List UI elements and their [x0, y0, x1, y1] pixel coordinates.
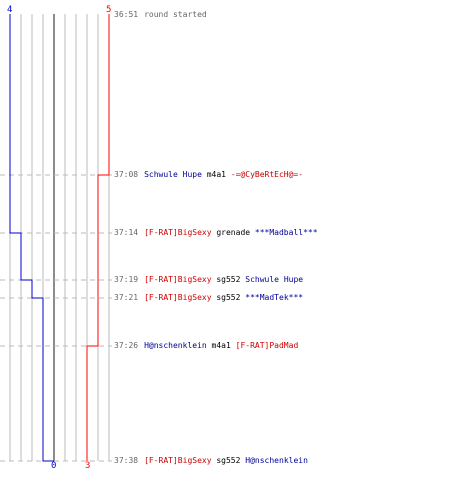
red-end-count: 3 [85, 461, 90, 471]
weapon-name: grenade [216, 228, 251, 237]
event-row: 37:26 H@nschenklein m4a1 [F-RAT]PadMad [114, 340, 298, 352]
red-start-count: 5 [106, 5, 111, 15]
event-time: 37:19 [114, 275, 139, 284]
blue-start-count: 4 [7, 5, 12, 15]
killer-name: [F-RAT]BigSexy [144, 456, 212, 465]
weapon-name: sg552 [216, 293, 241, 302]
victim-name: [F-RAT]PadMad [235, 341, 299, 350]
victim-name: -=@CyBeRtEcH@=- [230, 170, 304, 179]
event-row: 37:14 [F-RAT]BigSexy grenade ***Madball**… [114, 227, 318, 239]
weapon-name: m4a1 [211, 341, 231, 350]
event-time: 37:21 [114, 293, 139, 302]
victim-name: Schwule Hupe [245, 275, 304, 284]
event-time: 37:08 [114, 170, 139, 179]
killer-name: [F-RAT]BigSexy [144, 293, 212, 302]
weapon-name: sg552 [216, 456, 241, 465]
victim-name: ***Madball*** [254, 228, 318, 237]
blue-end-count: 0 [51, 461, 56, 471]
killer-name: Schwule Hupe [144, 170, 202, 179]
killer-name: [F-RAT]BigSexy [144, 228, 212, 237]
event-note: round started [144, 10, 207, 19]
weapon-name: m4a1 [206, 170, 226, 179]
event-time: 37:38 [114, 456, 139, 465]
event-row: 37:08 Schwule Hupe m4a1 -=@CyBeRtEcH@=- [114, 169, 303, 181]
blue-team-line [9, 14, 54, 462]
killer-name: H@nschenklein [144, 341, 207, 350]
event-row: 37:19 [F-RAT]BigSexy sg552 Schwule Hupe [114, 274, 303, 286]
event-time: 36:51 [114, 10, 139, 19]
event-row: 36:51 round started [114, 9, 207, 21]
event-row: 37:21 [F-RAT]BigSexy sg552 ***MadTek*** [114, 292, 303, 304]
victim-name: H@nschenklein [245, 456, 308, 465]
victim-name: ***MadTek*** [245, 293, 304, 302]
killer-name: [F-RAT]BigSexy [144, 275, 212, 284]
grid-lines [9, 14, 110, 461]
event-row: 37:38 [F-RAT]BigSexy sg552 H@nschenklein [114, 455, 308, 467]
weapon-name: sg552 [216, 275, 241, 284]
event-time: 37:26 [114, 341, 139, 350]
event-time: 37:14 [114, 228, 139, 237]
red-team-line [86, 14, 110, 461]
